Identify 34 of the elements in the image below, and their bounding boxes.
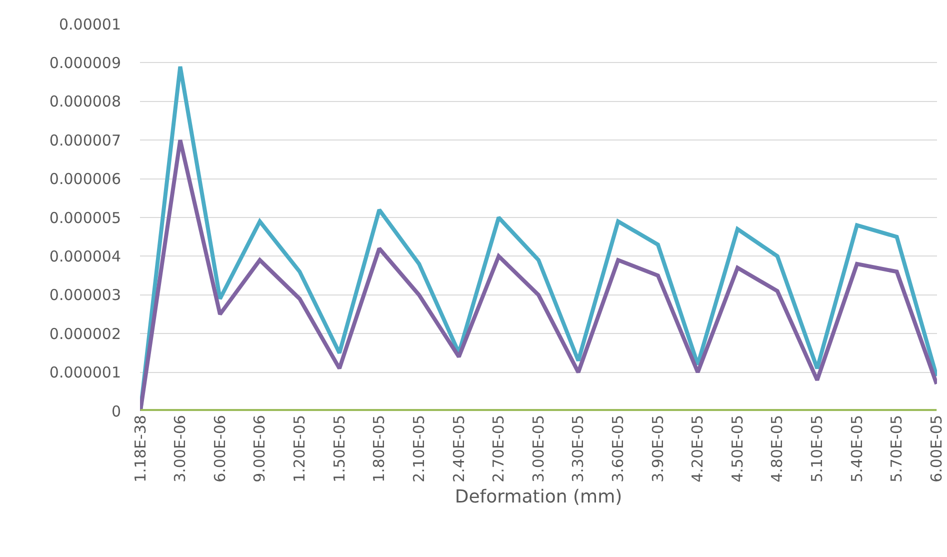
- x-tick-label: 6.00E-06: [210, 415, 229, 482]
- x-tick-label: 3.30E-05: [569, 415, 588, 482]
- x-tick-label: 4.20E-05: [688, 415, 707, 482]
- y-tick-label: 0: [111, 402, 121, 420]
- x-tick-label: 3.00E-05: [529, 415, 548, 482]
- x-tick-label: 3.90E-05: [648, 415, 667, 482]
- x-tick-label: 6.00E-05: [927, 415, 946, 482]
- x-tick-label: 3.60E-05: [608, 415, 627, 482]
- x-tick-label: 1.50E-05: [330, 415, 348, 482]
- x-tick-label: 4.80E-05: [768, 415, 786, 482]
- line-series: [140, 138, 937, 411]
- x-tick-label: 5.40E-05: [848, 415, 866, 482]
- x-tick-label: 1.20E-05: [290, 415, 309, 482]
- x-axis-title: Deformation (mm): [454, 486, 622, 508]
- y-tick-label: 0.000002: [49, 324, 121, 343]
- x-tick-label: 5.70E-05: [888, 415, 906, 482]
- y-tick-label: 0.000007: [49, 131, 121, 150]
- x-tick-label: 3.00E-06: [171, 415, 190, 482]
- x-tick-label: 5.10E-05: [808, 415, 826, 482]
- x-tick-label: 2.10E-05: [410, 415, 428, 482]
- x-tick-label: 2.40E-05: [450, 415, 468, 482]
- y-tick-label: 0.000004: [49, 247, 121, 266]
- x-tick-label: 4.50E-05: [728, 415, 746, 482]
- x-tick-label: 9.00E-06: [250, 415, 269, 482]
- y-tick-label: 0.00001: [58, 15, 121, 34]
- y-tick-label: 0.000006: [49, 170, 121, 188]
- y-tick-label: 0.000005: [49, 208, 121, 227]
- x-tick-label: 1.18E-38: [131, 415, 150, 482]
- y-tick-label: 0.000009: [49, 54, 121, 72]
- y-tick-label: 0.000008: [49, 92, 121, 111]
- y-tick-label: 0.000001: [49, 364, 121, 382]
- y-tick-label: 0.000003: [49, 286, 121, 304]
- x-tick-label: 1.80E-05: [370, 415, 388, 482]
- x-tick-label: 2.70E-05: [490, 415, 508, 482]
